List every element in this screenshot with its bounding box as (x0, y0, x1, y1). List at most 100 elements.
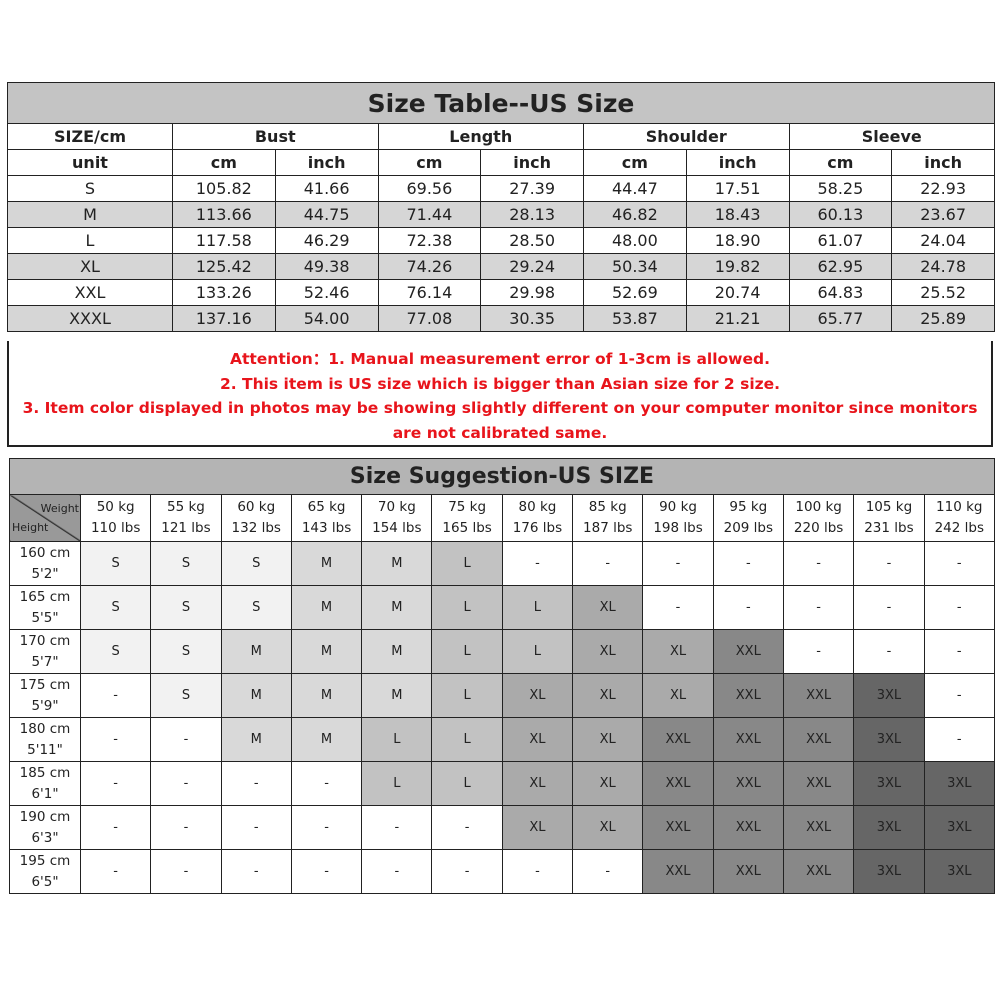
table-row: L 117.58 46.29 72.38 28.50 48.00 18.90 61.07 24.… (7, 227, 995, 254)
size-label: S (7, 175, 173, 202)
size-suggestion-cell: - (361, 805, 433, 850)
notice-line: 2. This item is US size which is bigger … (219, 374, 781, 393)
size-suggestion-cell: M (290, 717, 363, 762)
weight-lbs: 110 lbs (90, 520, 141, 536)
size-suggestion-cell: S (79, 541, 152, 586)
table-row: M 113.66 44.75 71.44 28.13 46.82 18.43 60.13 23.… (7, 201, 995, 228)
measurement-cell: 117.58 (172, 227, 276, 254)
height-ft: 6'1" (31, 785, 59, 802)
size-suggestion-cell: - (361, 849, 433, 894)
size-suggestion-cell: - (220, 805, 292, 850)
size-suggestion-cell: - (501, 541, 574, 586)
suggestion-row: 165 cm 5'5" S S S M M L L XL - - - - - (9, 585, 996, 630)
measurement-cell: 49.38 (274, 253, 379, 280)
suggestion-row: 185 cm 6'1" - - - - L L XL XL XXL XXL XXL 3XL 3XL (9, 761, 996, 806)
size-label: XXXL (7, 305, 173, 332)
weight-kg: 95 kg (729, 499, 768, 515)
measurement-cell: 46.29 (274, 227, 379, 254)
measurement-cell: 25.52 (891, 279, 995, 306)
size-suggestion-cell: L (361, 761, 433, 806)
size-suggestion-cell: XL (501, 673, 574, 718)
measurement-cell: 60.13 (788, 201, 893, 228)
size-suggestion-cell: S (150, 541, 222, 586)
size-suggestion-cell: - (572, 541, 644, 586)
measurement-cell: 18.90 (685, 227, 790, 254)
size-suggestion-cell: - (572, 849, 644, 894)
size-suggestion-cell: M (361, 585, 433, 630)
weight-kg: 85 kg (588, 499, 627, 515)
size-suggestion-cell: XXL (712, 629, 784, 674)
weight-lbs: 132 lbs (231, 520, 281, 536)
unit-cell: inch (274, 149, 379, 176)
size-suggestion-cell: S (220, 541, 292, 586)
measurement-cell: 65.77 (788, 305, 893, 332)
size-suggestion-cell: - (150, 761, 222, 806)
height-ft: 5'9" (31, 697, 59, 714)
height-cm: 185 cm (19, 764, 71, 781)
size-suggestion-cell: L (431, 717, 503, 762)
unit-cell: inch (891, 149, 995, 176)
size-suggestion-cell: XL (572, 717, 644, 762)
size-suggestion-cell: - (150, 805, 222, 850)
measurement-cell: 52.69 (583, 279, 687, 306)
measurement-cell: 72.38 (377, 227, 482, 254)
size-suggestion-cell: 3XL (923, 849, 996, 894)
height-header: 160 cm 5'2" (9, 541, 81, 586)
measurement-cell: 53.87 (583, 305, 687, 332)
size-suggestion-cell: L (361, 717, 433, 762)
weight-kg: 80 kg (518, 499, 557, 515)
size-suggestion-cell: M (220, 629, 292, 674)
measurement-cell: 74.26 (377, 253, 482, 280)
weight-header: 110 kg 242 lbs (923, 494, 996, 542)
size-suggestion-cell: XXL (712, 673, 784, 718)
size-suggestion-cell: - (782, 541, 855, 586)
table-row: XXL 133.26 52.46 76.14 29.98 52.69 20.74 64.83 2… (7, 279, 995, 306)
size-suggestion-cell: - (923, 673, 996, 718)
measurement-cell: 77.08 (377, 305, 482, 332)
weight-kg: 90 kg (659, 499, 697, 515)
measurement-cell: 18.43 (685, 201, 790, 228)
size-suggestion-cell: - (290, 761, 363, 806)
size-suggestion-cell: XXL (642, 761, 714, 806)
height-ft: 6'5" (31, 873, 59, 890)
size-suggestion-cell: S (150, 629, 222, 674)
weight-kg: 70 kg (377, 499, 416, 515)
measurement-cell: 76.14 (377, 279, 482, 306)
measurement-cell: 29.98 (480, 279, 584, 306)
weight-lbs: 165 lbs (442, 520, 492, 536)
weight-lbs: 143 lbs (301, 520, 352, 536)
weight-lbs: 220 lbs (793, 520, 844, 536)
weight-kg: 110 kg (936, 499, 983, 515)
size-suggestion-cell: 3XL (853, 673, 925, 718)
header-bust: Bust (172, 123, 379, 150)
size-suggestion-cell: XL (501, 717, 574, 762)
measurement-cell: 23.67 (891, 201, 995, 228)
measurement-cell: 28.13 (480, 201, 584, 228)
size-suggestion-cell: XXL (782, 761, 855, 806)
size-label: XXL (7, 279, 173, 306)
size-suggestion-cell: M (290, 585, 363, 630)
weight-header: 70 kg 154 lbs (361, 494, 433, 542)
height-ft: 5'7" (31, 653, 59, 670)
size-suggestion-cell: XL (572, 585, 644, 630)
measurement-cell: 41.66 (274, 175, 379, 202)
size-suggestion-cell: XL (572, 761, 644, 806)
size-suggestion-cell: XXL (642, 849, 714, 894)
size-suggestion-cell: - (712, 541, 784, 586)
unit-cell: cm (583, 149, 687, 176)
weight-header: 50 kg 110 lbs (79, 494, 152, 542)
suggestion-row: 170 cm 5'7" S S M M M L L XL XL XXL - - - (9, 629, 996, 674)
weight-lbs: 187 lbs (583, 520, 633, 536)
size-table: Size Table--US Size SIZE/cm Bust Length … (7, 82, 995, 332)
size-suggestion-cell: - (79, 849, 152, 894)
weight-lbs: 242 lbs (934, 520, 984, 536)
height-header: 165 cm 5'5" (9, 585, 81, 630)
measurement-cell: 22.93 (891, 175, 995, 202)
weight-header: 100 kg 220 lbs (782, 494, 855, 542)
weight-lbs: 231 lbs (864, 520, 914, 536)
size-suggestion-cell: - (150, 849, 222, 894)
size-suggestion-cell: - (79, 761, 152, 806)
height-ft: 5'5" (31, 609, 59, 626)
size-suggestion-cell: - (79, 805, 152, 850)
size-table-title: Size Table--US Size (7, 82, 995, 124)
